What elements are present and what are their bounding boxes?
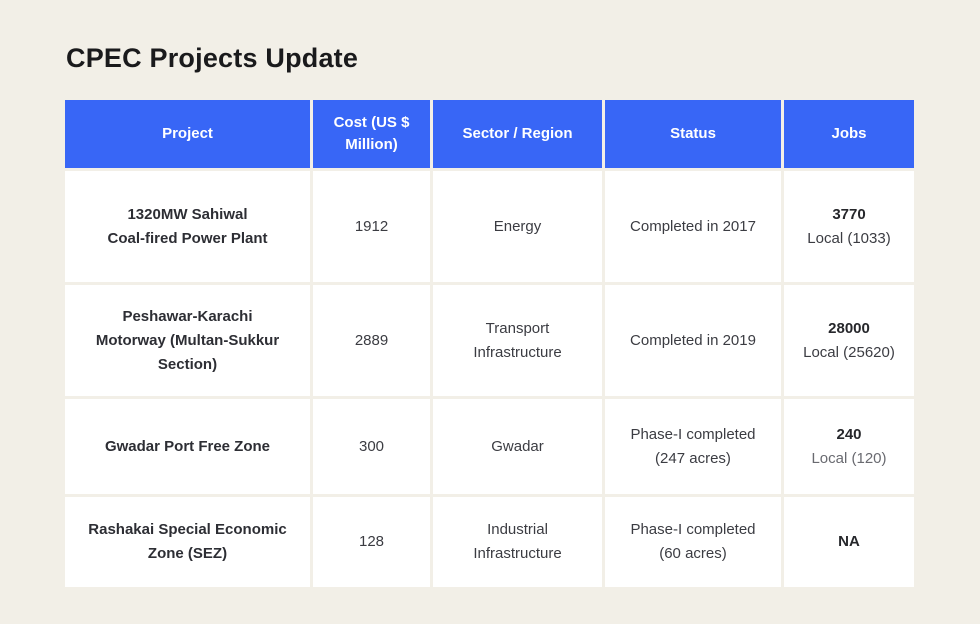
cost-cell: 128 — [313, 497, 430, 587]
jobs-local: Local (25620) — [803, 343, 895, 361]
jobs-total: NA — [838, 533, 860, 550]
jobs-local: Local (1033) — [807, 229, 891, 247]
sector-region-cell: Gwadar — [433, 399, 602, 494]
project-cell: 1320MW Sahiwal Coal-fired Power Plant — [65, 171, 310, 282]
sector-region-cell: Energy — [433, 171, 602, 282]
status-cell: Phase-I completed (60 acres) — [605, 497, 781, 587]
project-cell: Peshawar-Karachi Motorway (Multan-Sukkur… — [65, 285, 310, 396]
sector-region-cell: Industrial Infrastructure — [433, 497, 602, 587]
cost-cell: 1912 — [313, 171, 430, 282]
status-cell: Completed in 2019 — [605, 285, 781, 396]
jobs-cell: 3770 Local (1033) — [784, 171, 914, 282]
column-header-jobs: Jobs — [784, 100, 914, 168]
cost-cell: 300 — [313, 399, 430, 494]
jobs-total: 3770 — [832, 205, 866, 223]
cpec-projects-table: Project Cost (US $ Million) Sector / Reg… — [65, 100, 914, 587]
jobs-cell: 28000 Local (25620) — [784, 285, 914, 396]
jobs-total: 28000 — [828, 319, 870, 337]
column-header-cost: Cost (US $ Million) — [313, 100, 430, 168]
cost-cell: 2889 — [313, 285, 430, 396]
jobs-cell: NA — [784, 497, 914, 587]
column-header-status: Status — [605, 100, 781, 168]
status-cell: Phase-I completed (247 acres) — [605, 399, 781, 494]
jobs-total: 240 — [836, 425, 862, 443]
jobs-local: Local (120) — [811, 449, 887, 467]
page-title: CPEC Projects Update — [66, 43, 359, 73]
jobs-cell: 240 Local (120) — [784, 399, 914, 494]
column-header-project: Project — [65, 100, 310, 168]
project-cell: Gwadar Port Free Zone — [65, 399, 310, 494]
sector-region-cell: Transport Infrastructure — [433, 285, 602, 396]
project-cell: Rashakai Special Economic Zone (SEZ) — [65, 497, 310, 587]
column-header-sector-region: Sector / Region — [433, 100, 602, 168]
status-cell: Completed in 2017 — [605, 171, 781, 282]
